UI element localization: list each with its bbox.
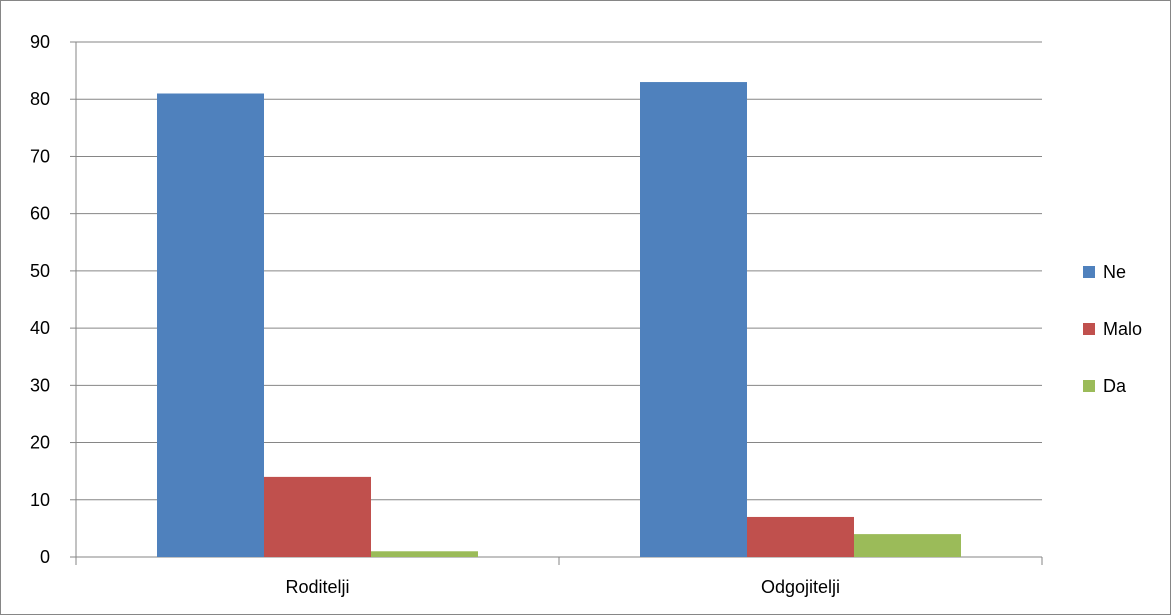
bar-ne-odgojitelji xyxy=(640,82,747,558)
legend-swatch-ne xyxy=(1083,266,1095,278)
legend-swatch-da xyxy=(1083,380,1095,392)
legend-label-malo: Malo xyxy=(1103,319,1142,339)
legend-label-ne: Ne xyxy=(1103,262,1126,282)
y-tick-label: 0 xyxy=(40,547,50,567)
x-axis-labels: Roditelji Odgojitelji xyxy=(285,577,840,597)
bar-da-roditelji xyxy=(371,551,478,557)
y-tick-label: 70 xyxy=(30,146,50,166)
legend-label-da: Da xyxy=(1103,376,1127,396)
x-category-label: Roditelji xyxy=(285,577,349,597)
bars xyxy=(157,82,961,558)
bar-da-odgojitelji xyxy=(854,534,961,557)
legend-swatch-malo xyxy=(1083,323,1095,335)
legend: Ne Malo Da xyxy=(1083,262,1142,396)
y-tick-label: 20 xyxy=(30,433,50,453)
y-tick-label: 30 xyxy=(30,375,50,395)
y-tick-label: 90 xyxy=(30,32,50,52)
y-tick-label: 50 xyxy=(30,261,50,281)
bar-malo-roditelji xyxy=(264,476,371,557)
x-category-label: Odgojitelji xyxy=(761,577,840,597)
y-axis-ticks: 0 10 20 30 40 50 60 70 80 90 xyxy=(30,32,76,567)
bar-malo-odgojitelji xyxy=(747,516,854,557)
y-tick-label: 10 xyxy=(30,490,50,510)
y-tick-label: 60 xyxy=(30,204,50,224)
bar-ne-roditelji xyxy=(157,93,264,557)
y-tick-label: 80 xyxy=(30,89,50,109)
y-tick-label: 40 xyxy=(30,318,50,338)
